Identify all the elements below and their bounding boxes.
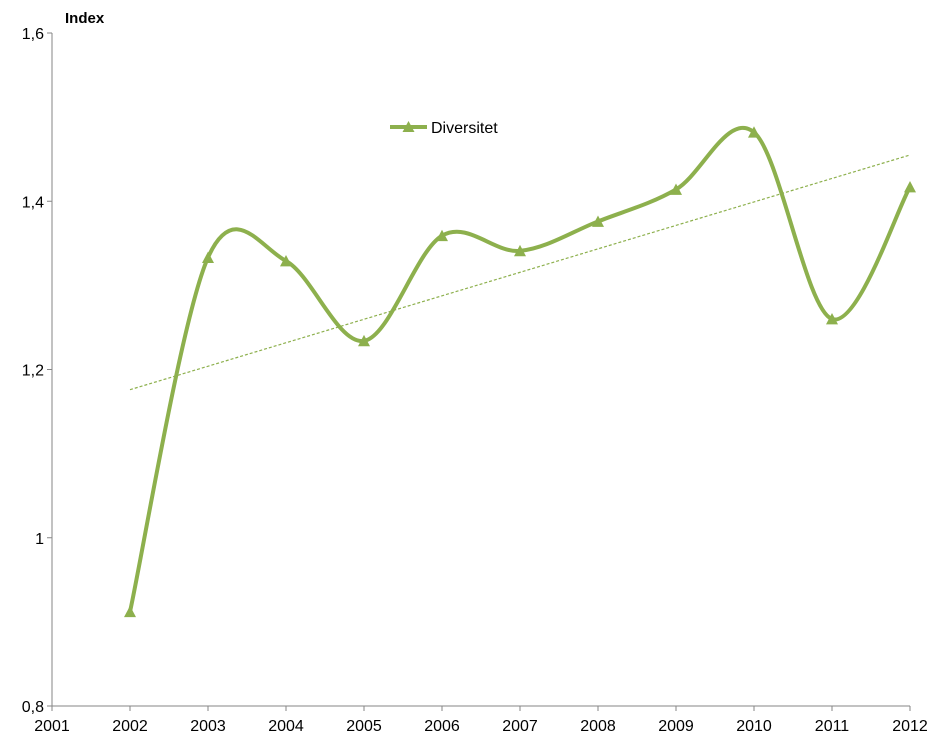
legend-marker-triangle-icon [402, 121, 415, 132]
x-tick-label: 2010 [736, 718, 772, 735]
y-axis-label: Index [65, 10, 105, 27]
x-tick-labels: 2001 2002 2003 2004 2005 2006 2007 2008 2009 2010… [34, 718, 928, 735]
x-tick-label: 2005 [346, 718, 382, 735]
x-tick-label: 2008 [580, 718, 616, 735]
y-tick-label: 0,8 [22, 699, 44, 716]
data-point-triangle [670, 183, 682, 195]
data-point-triangle [436, 229, 448, 242]
x-tick-label: 2006 [424, 718, 460, 735]
data-point-triangle [358, 334, 370, 347]
y-tick-label: 1 [35, 531, 44, 548]
x-tick-label: 2004 [268, 718, 304, 735]
x-tick-label: 2007 [502, 718, 538, 735]
x-tick-label: 2009 [658, 718, 694, 735]
y-tick-labels: 0,8 1 1,2 1,4 1,6 [22, 26, 44, 716]
legend: Diversitet [390, 120, 498, 137]
x-tick-label: 2012 [892, 718, 928, 735]
data-point-triangle [202, 251, 214, 264]
x-tick-label: 2001 [34, 718, 70, 735]
data-point-triangle [826, 313, 838, 325]
series-line-diversitet [128, 125, 912, 613]
data-point-triangle [280, 254, 292, 267]
y-tick-label: 1,6 [22, 26, 44, 43]
x-tick-label: 2002 [112, 718, 148, 735]
x-tick-label: 2003 [190, 718, 226, 735]
data-point-triangle [904, 180, 916, 193]
trendline [129, 154, 911, 391]
data-point-triangle [124, 605, 136, 618]
legend-label: Diversitet [431, 120, 498, 137]
trendline-line [129, 154, 911, 391]
y-tick-label: 1,4 [22, 194, 44, 211]
data-point-triangle [748, 126, 760, 138]
axes [47, 32, 911, 711]
data-point-triangle [592, 215, 604, 227]
y-tick-label: 1,2 [22, 363, 44, 380]
series-group [124, 125, 916, 618]
data-point-triangle [514, 244, 526, 257]
x-tick-label: 2011 [815, 718, 850, 735]
